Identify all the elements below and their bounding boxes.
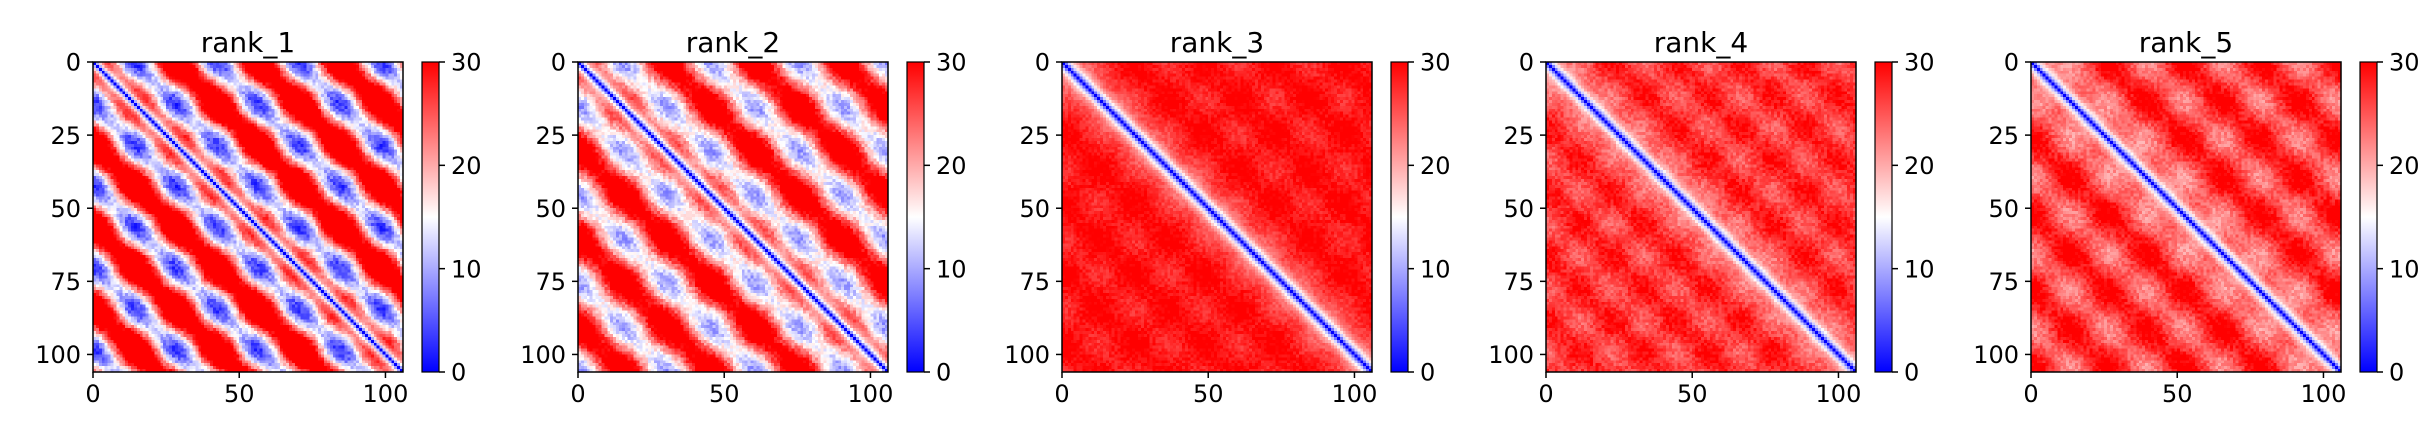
heatmap-title: rank_3 [1170, 26, 1264, 59]
colorbar-tick-label: 30 [2389, 49, 2420, 77]
x-tick-label: 100 [1332, 380, 1378, 408]
heatmap-title: rank_1 [201, 26, 295, 59]
x-tick-label: 50 [224, 380, 255, 408]
heatmap-title: rank_4 [1654, 26, 1748, 59]
y-tick-label: 100 [35, 341, 81, 369]
y-tick-label: 100 [1973, 341, 2019, 369]
y-tick-label: 50 [50, 195, 81, 223]
y-tick-label: 100 [1488, 341, 1534, 369]
x-tick-label: 100 [1816, 380, 1862, 408]
y-tick-label: 0 [2004, 49, 2019, 77]
colorbar-tick-label: 0 [2389, 359, 2404, 387]
colorbar-tick-label: 0 [936, 359, 951, 387]
y-tick-label: 25 [1988, 122, 2019, 150]
colorbar-tick-label: 0 [1420, 359, 1435, 387]
colorbar [2360, 62, 2377, 372]
x-tick-label: 100 [2301, 380, 2347, 408]
heatmap-title: rank_2 [686, 26, 780, 59]
y-tick-label: 0 [551, 49, 566, 77]
colorbar-tick-label: 30 [1420, 49, 1451, 77]
colorbar [1391, 62, 1408, 372]
x-tick-label: 50 [709, 380, 740, 408]
y-tick-label: 25 [50, 122, 81, 150]
y-tick-label: 75 [1988, 268, 2019, 296]
colorbar [907, 62, 924, 372]
y-tick-label: 50 [1019, 195, 1050, 223]
y-tick-label: 25 [1503, 122, 1534, 150]
colorbar-tick-label: 30 [936, 49, 967, 77]
colorbar [422, 62, 439, 372]
colorbar-tick-label: 20 [1904, 152, 1935, 180]
y-tick-label: 50 [1988, 195, 2019, 223]
y-tick-label: 100 [1004, 341, 1050, 369]
x-tick-label: 50 [1677, 380, 1708, 408]
heatmap-title: rank_5 [2139, 26, 2233, 59]
y-tick-label: 75 [535, 268, 566, 296]
y-tick-label: 75 [1503, 268, 1534, 296]
y-tick-label: 0 [1519, 49, 1534, 77]
x-tick-label: 100 [848, 380, 894, 408]
colorbar-tick-label: 10 [936, 255, 967, 283]
y-tick-label: 75 [50, 268, 81, 296]
x-tick-label: 0 [85, 380, 100, 408]
colorbar-tick-label: 10 [1420, 255, 1451, 283]
x-tick-label: 0 [1054, 380, 1069, 408]
heatmap-cells [1062, 62, 1372, 372]
heatmap-cells [93, 62, 403, 372]
x-tick-label: 50 [2162, 380, 2193, 408]
x-tick-label: 0 [2023, 380, 2038, 408]
colorbar-tick-label: 10 [1904, 255, 1935, 283]
colorbar-tick-label: 20 [2389, 152, 2420, 180]
colorbar-tick-label: 20 [936, 152, 967, 180]
colorbar-tick-label: 10 [2389, 255, 2420, 283]
y-tick-label: 0 [1035, 49, 1050, 77]
heatmap-cells [578, 62, 888, 372]
colorbar-tick-label: 20 [1420, 152, 1451, 180]
heatmap-cells [2031, 62, 2341, 372]
x-tick-label: 0 [1538, 380, 1553, 408]
colorbar [1875, 62, 1892, 372]
y-tick-label: 75 [1019, 268, 1050, 296]
y-tick-label: 25 [1019, 122, 1050, 150]
x-tick-label: 0 [570, 380, 585, 408]
colorbar-tick-label: 10 [451, 255, 482, 283]
y-tick-label: 100 [520, 341, 566, 369]
y-tick-label: 25 [535, 122, 566, 150]
heatmap-cells [1546, 62, 1856, 372]
colorbar-tick-label: 30 [451, 49, 482, 77]
x-tick-label: 50 [1193, 380, 1224, 408]
y-tick-label: 50 [535, 195, 566, 223]
colorbar-tick-label: 20 [451, 152, 482, 180]
y-tick-label: 50 [1503, 195, 1534, 223]
colorbar-tick-label: 0 [1904, 359, 1919, 387]
x-tick-label: 100 [363, 380, 409, 408]
colorbar-tick-label: 0 [451, 359, 466, 387]
y-tick-label: 0 [66, 49, 81, 77]
colorbar-tick-label: 30 [1904, 49, 1935, 77]
